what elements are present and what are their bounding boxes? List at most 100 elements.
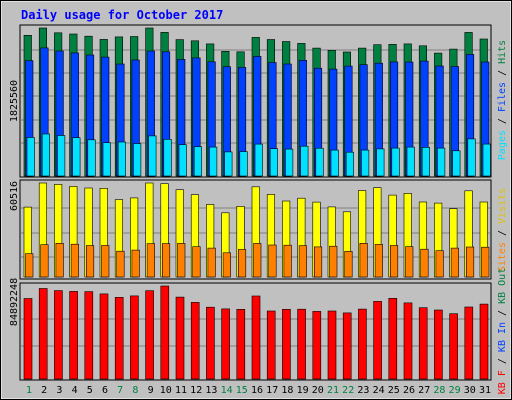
bar-kb-f — [23, 298, 33, 380]
bar-kb-f — [342, 312, 352, 380]
bar-pages — [148, 135, 157, 177]
x-tick-label: 21 — [327, 385, 339, 396]
legend-sep: / — [497, 304, 508, 322]
bar-pages — [285, 148, 294, 177]
x-tick-label: 10 — [160, 385, 172, 396]
bar-pages — [376, 148, 385, 177]
bar-kb-f — [99, 293, 109, 380]
bar-kb-f — [449, 313, 458, 380]
x-tick-label: 16 — [251, 385, 263, 396]
bottom-legend: KB F / KB In / KB Out — [497, 268, 508, 394]
bar-pages — [209, 146, 218, 177]
bar-kb-f — [114, 296, 124, 380]
bar-kb-f — [479, 303, 489, 380]
bar-pages — [163, 139, 172, 177]
x-tick-label: 1 — [26, 385, 32, 396]
svg-text:KB F / KB In / KB Out: KB F / KB In / KB Out — [497, 268, 508, 394]
bar-sites — [192, 246, 201, 278]
bar-kb-f — [84, 291, 94, 380]
bar-kb-f — [221, 308, 230, 380]
x-tick-label: 6 — [102, 385, 108, 396]
bar-kb-f — [358, 308, 367, 380]
bar-kb-f — [266, 310, 276, 380]
bar-pages — [133, 143, 142, 177]
bar-pages — [315, 147, 324, 177]
bar-pages — [41, 133, 51, 177]
bar-sites — [298, 245, 307, 278]
x-tick-label: 26 — [403, 385, 415, 396]
bar-kb-f — [251, 295, 261, 380]
bar-sites — [329, 245, 338, 278]
x-tick-label: 4 — [72, 385, 78, 396]
bar-pages — [26, 137, 35, 177]
x-tick-label: 19 — [297, 385, 309, 396]
bar-sites — [116, 250, 125, 278]
bar-sites — [344, 251, 353, 278]
bar-sites — [481, 246, 490, 278]
legend-files: Files — [497, 82, 508, 112]
bar-sites — [268, 244, 277, 278]
bar-pages — [391, 147, 400, 177]
middle-max-label: 60516 — [9, 181, 20, 211]
bar-kb-f — [282, 308, 291, 380]
bar-pages — [345, 151, 355, 177]
bar-pages — [72, 137, 81, 177]
bottom-max-label: 84892248 — [9, 278, 20, 326]
x-tick-label: 24 — [373, 385, 385, 396]
bar-sites — [146, 243, 155, 278]
legend-sep: / — [497, 224, 508, 242]
legend-pages: Pages — [497, 130, 508, 160]
bar-sites — [131, 249, 140, 278]
bar-kb-f — [297, 308, 306, 380]
bar-kb-f — [312, 311, 322, 380]
x-tick-label: 29 — [449, 385, 461, 396]
bar-sites — [238, 249, 247, 278]
bar-sites — [435, 250, 444, 278]
bar-sites — [465, 246, 475, 278]
x-tick-label: 17 — [266, 385, 278, 396]
bar-pages — [239, 151, 248, 177]
bar-pages — [224, 151, 233, 177]
bar-pages — [254, 143, 263, 177]
x-tick-label: 25 — [388, 385, 400, 396]
x-tick-label: 11 — [175, 385, 187, 396]
bar-sites — [405, 246, 414, 278]
bar-kb-f — [418, 307, 428, 380]
bar-pages — [406, 146, 415, 177]
bar-kb-f — [190, 302, 200, 380]
x-tick-label: 18 — [281, 385, 293, 396]
bar-pages — [482, 143, 491, 177]
x-tick-label: 9 — [148, 385, 154, 396]
bar-pages — [269, 148, 279, 177]
bar-sites — [25, 253, 34, 278]
bar-sites — [207, 247, 216, 278]
bar-sites — [253, 243, 262, 278]
bar-sites — [86, 245, 95, 278]
legend-sep: / — [497, 64, 508, 82]
legend-kbout: KB Out — [497, 268, 508, 304]
x-tick-label: 20 — [312, 385, 324, 396]
legend-sep: / — [497, 112, 508, 130]
x-tick-label: 30 — [464, 385, 476, 396]
legend-kbf: KB F — [497, 370, 508, 394]
bar-pages — [193, 146, 202, 177]
bar-pages — [361, 149, 370, 177]
legend-sites: Sites — [497, 242, 508, 272]
bar-kb-f — [464, 306, 474, 380]
bar-pages — [421, 147, 431, 177]
x-tick-label: 12 — [190, 385, 202, 396]
x-tick-label: 3 — [56, 385, 62, 396]
bar-sites — [283, 244, 292, 278]
x-tick-label: 8 — [132, 385, 138, 396]
bar-pages — [57, 135, 66, 177]
bar-pages — [87, 139, 96, 177]
bar-pages — [467, 138, 476, 177]
bar-kb-f — [54, 290, 63, 380]
bar-kb-f — [38, 288, 48, 380]
bar-kb-f — [145, 290, 154, 380]
x-tick-label: 14 — [221, 385, 233, 396]
legend-hits: Hits — [497, 40, 508, 64]
bar-sites — [420, 248, 429, 278]
bar-kb-f — [434, 309, 443, 380]
x-tick-label: 2 — [41, 385, 47, 396]
